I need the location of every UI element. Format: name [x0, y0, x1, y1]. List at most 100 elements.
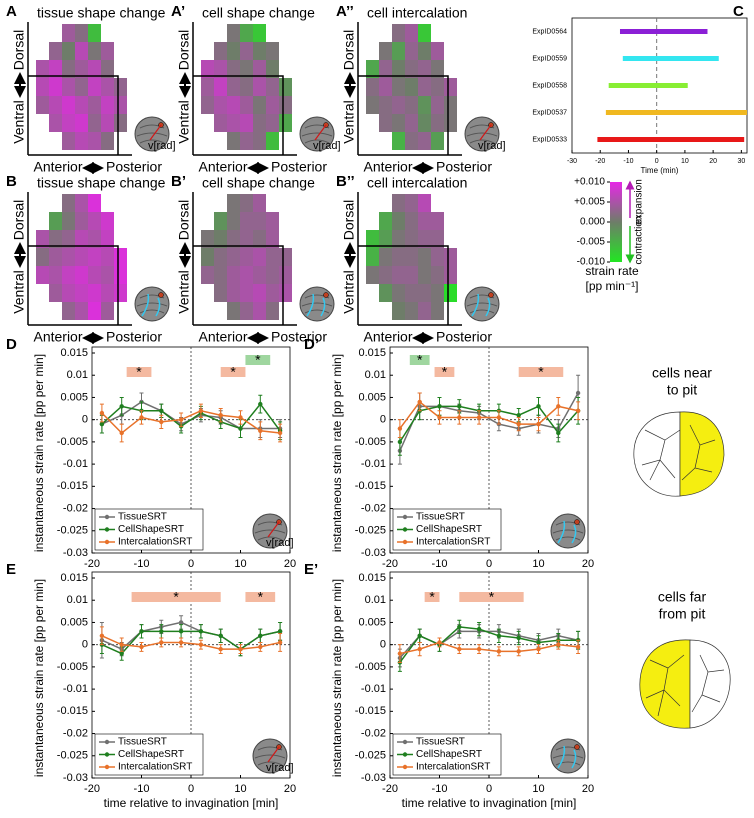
heatmap-cell: [266, 284, 279, 302]
heatmap-cell: [431, 248, 444, 266]
x-tick-label: -20: [84, 558, 100, 570]
data-point: [99, 421, 105, 427]
anterior-label: Anterior: [33, 159, 82, 175]
heatmap-cell: [240, 284, 253, 302]
heatmap-cell: [227, 114, 240, 132]
heatmap-cell: [88, 96, 101, 114]
data-point: [178, 417, 184, 422]
colorbar-tick-label: -0.010: [577, 257, 606, 268]
heatmap-cell: [418, 284, 431, 302]
y-tick-label: 0.01: [67, 369, 88, 381]
heatmap-cell: [49, 60, 62, 78]
legend-label: IntercalationSRT: [118, 537, 192, 548]
heatmap-cell: [49, 78, 62, 96]
y-tick-label: -0.015: [57, 705, 88, 717]
x-tick-label: 20: [582, 558, 594, 570]
heatmap-cell: [36, 266, 49, 284]
x-tick-label: -20: [382, 558, 398, 570]
colorbar-tick-label: -0.005: [577, 237, 606, 248]
panel-title: cell shape change: [202, 5, 315, 21]
y-tick-label: -0.01: [361, 683, 386, 695]
heatmap-cell: [418, 42, 431, 60]
heatmap-cell: [201, 96, 214, 114]
legend-marker: [104, 739, 110, 745]
heatmap-cell: [201, 230, 214, 248]
y-tick-label: -0.025: [57, 750, 88, 762]
heatmap-cell: [405, 24, 418, 42]
embryo-icon: [464, 286, 500, 322]
pit-marker: [158, 292, 164, 298]
legend-marker: [402, 539, 408, 545]
significance-bar: [424, 592, 440, 602]
x-tick-label: 10: [234, 558, 246, 570]
heatmap-cell: [444, 248, 457, 266]
data-point: [159, 408, 164, 413]
y-tick-label: 0.015: [60, 347, 88, 359]
heatmap-cell: [444, 96, 457, 114]
radial-arrow: [149, 124, 162, 141]
heatmap-cell: [214, 114, 227, 132]
y-tick-label: -0.005: [355, 436, 386, 448]
heatmap-cell: [444, 78, 457, 96]
heatmap-cell: [75, 78, 88, 96]
heatmap-cell: [88, 212, 101, 230]
data-point: [139, 644, 144, 650]
panel-title: cell shape change: [202, 175, 315, 191]
heatmap-cell: [253, 230, 266, 248]
dorsal-label: Dorsal: [11, 30, 27, 70]
y-tick-label: -0.005: [57, 436, 88, 448]
heatmap-cell: [392, 302, 405, 320]
series-line: [101, 409, 281, 435]
data-point: [238, 415, 243, 420]
heatmap-cell: [201, 266, 214, 284]
data-point: [238, 646, 243, 652]
posterior-label: Posterior: [271, 159, 327, 175]
x-tick-label: 10: [532, 558, 544, 570]
x-tick-label: 0: [188, 783, 194, 795]
heatmap-cell: [227, 284, 240, 302]
cells-near-pit-diagram: [633, 411, 725, 497]
heatmap-cell: [36, 78, 49, 96]
heatmap-cell: [62, 194, 75, 212]
heatmap-cell: [49, 266, 62, 284]
heatmap-cell: [366, 96, 379, 114]
heatmap-cell: [227, 212, 240, 230]
data-point: [198, 408, 204, 413]
heatmap-cell: [253, 302, 266, 320]
dorsal-label: Dorsal: [11, 200, 27, 240]
y-tick-label: -0.01: [63, 683, 88, 695]
dorsal-label: Dorsal: [341, 30, 357, 70]
data-point: [258, 428, 263, 433]
x-tick-label: -10: [432, 783, 448, 795]
category-label: ExpID0564: [532, 28, 567, 35]
heatmap-cell: [392, 24, 405, 42]
data-point: [516, 649, 521, 654]
embryo-icon: [550, 738, 586, 774]
y-tick-label: -0.015: [355, 705, 386, 717]
data-point: [417, 646, 422, 652]
data-point: [277, 640, 283, 645]
pit-marker: [323, 292, 329, 298]
data-point: [516, 421, 521, 427]
pit-marker: [574, 744, 580, 750]
y-tick-label: -0.01: [63, 458, 88, 470]
anterior-label: Anterior: [363, 159, 412, 175]
x-tick-label: -10: [134, 783, 150, 795]
heatmap-cell: [279, 96, 292, 114]
y-tick-label: -0.02: [361, 502, 386, 514]
y-axis-label: instantaneous strain rate [pp per min]: [32, 354, 46, 552]
category-label: ExpID0559: [532, 55, 567, 62]
heatmap-cell: [366, 266, 379, 284]
heatmap-cell: [49, 96, 62, 114]
colorbar-label: strain rate: [585, 264, 639, 278]
heatmap-cell: [392, 212, 405, 230]
heatmap-cell: [405, 248, 418, 266]
significance-star: *: [136, 364, 142, 380]
heatmap-cell: [114, 248, 127, 266]
significance-star: *: [538, 364, 544, 380]
data-point: [457, 646, 462, 652]
heatmap-cell: [75, 96, 88, 114]
tangential-arrow: [471, 293, 491, 317]
heatmap-cell: [379, 114, 392, 132]
posterior-label: Posterior: [436, 159, 492, 175]
